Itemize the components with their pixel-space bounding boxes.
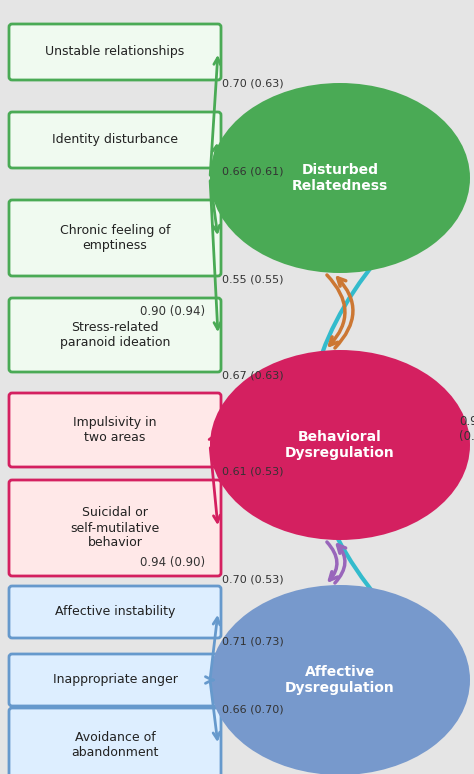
Text: 0.61 (0.53): 0.61 (0.53) [222,466,283,476]
Text: Affective
Dysregulation: Affective Dysregulation [285,665,395,695]
Text: 0.71 (0.73): 0.71 (0.73) [222,637,284,647]
Text: 0.70 (0.63): 0.70 (0.63) [222,79,283,89]
Ellipse shape [210,585,470,774]
FancyBboxPatch shape [9,708,221,774]
FancyBboxPatch shape [9,480,221,576]
FancyBboxPatch shape [9,393,221,467]
FancyBboxPatch shape [9,24,221,80]
Text: 0.94 (0.90): 0.94 (0.90) [140,556,205,569]
Text: 0.70 (0.53): 0.70 (0.53) [222,575,283,585]
FancyBboxPatch shape [9,654,221,706]
FancyBboxPatch shape [9,112,221,168]
Text: 0.66 (0.61): 0.66 (0.61) [222,167,283,177]
Text: Affective instability: Affective instability [55,605,175,618]
Text: Inappropriate anger: Inappropriate anger [53,673,177,687]
Text: 0.55 (0.55): 0.55 (0.55) [222,275,283,285]
Text: Avoidance of
abandonment: Avoidance of abandonment [71,731,159,759]
Text: Impulsivity in
two areas: Impulsivity in two areas [73,416,157,444]
Text: Stress-related
paranoid ideation: Stress-related paranoid ideation [60,321,170,349]
Text: 0.99
(0.94): 0.99 (0.94) [459,415,474,443]
Text: 0.90 (0.94): 0.90 (0.94) [140,305,205,318]
Text: Chronic feeling of
emptiness: Chronic feeling of emptiness [60,224,170,252]
FancyBboxPatch shape [9,200,221,276]
Ellipse shape [210,350,470,540]
Text: 0.66 (0.70): 0.66 (0.70) [222,705,283,715]
Text: Behavioral
Dysregulation: Behavioral Dysregulation [285,430,395,460]
Text: Unstable relationships: Unstable relationships [46,46,185,59]
Text: Identity disturbance: Identity disturbance [52,133,178,146]
FancyBboxPatch shape [9,586,221,638]
Text: 0.67 (0.63): 0.67 (0.63) [222,371,283,381]
Text: Suicidal or
self-mutilative
behavior: Suicidal or self-mutilative behavior [70,506,160,550]
Text: Disturbed
Relatedness: Disturbed Relatedness [292,163,388,193]
Ellipse shape [210,83,470,273]
FancyBboxPatch shape [9,298,221,372]
